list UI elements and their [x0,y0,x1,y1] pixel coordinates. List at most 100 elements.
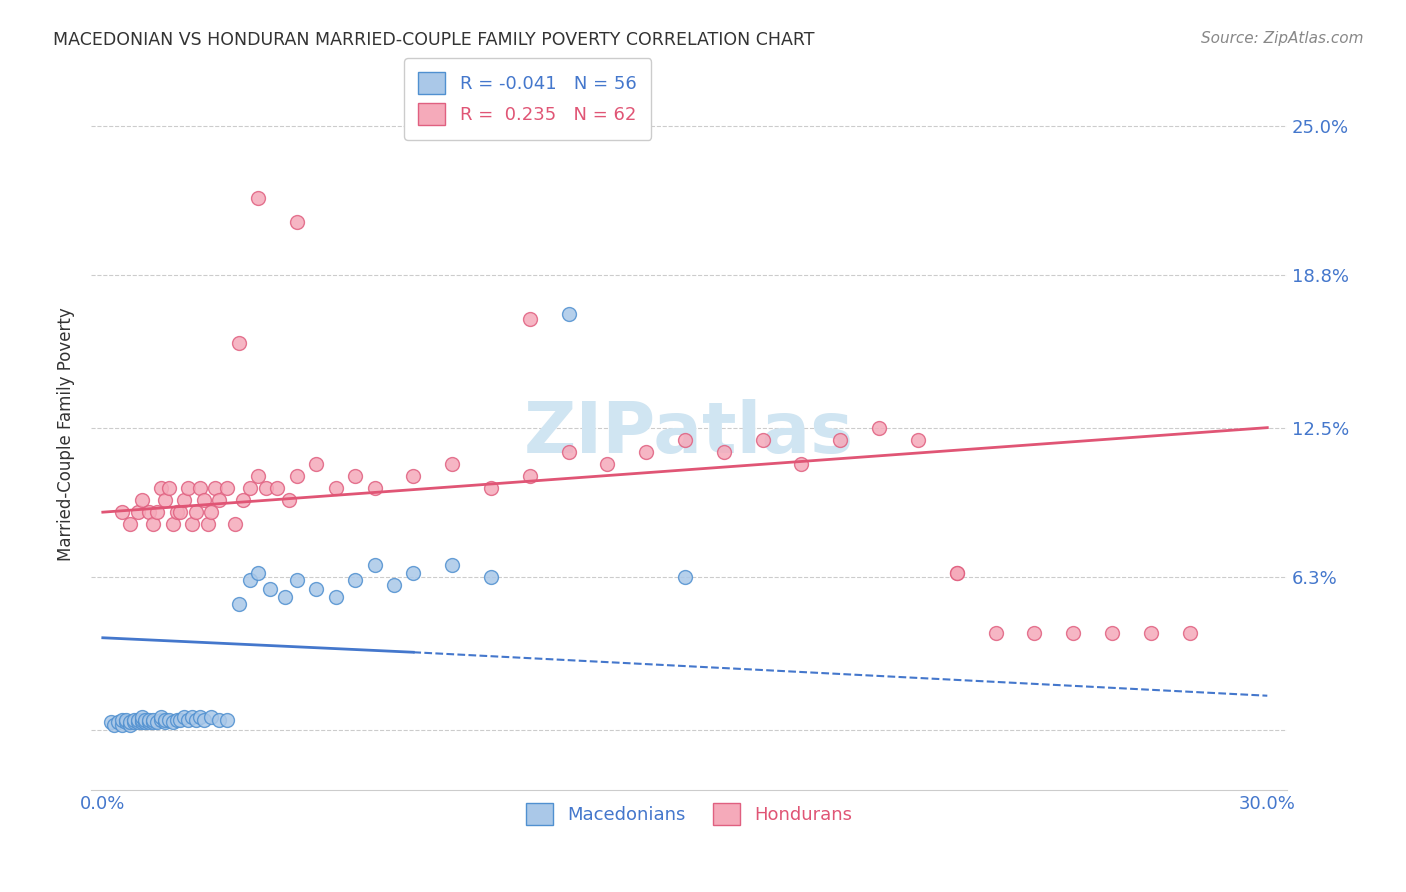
Point [138,715,160,730]
Point [713,444,735,458]
Point [751,433,773,447]
Text: Source: ZipAtlas.com: Source: ZipAtlas.com [1201,31,1364,46]
Point [200,710,222,724]
Point [157,713,180,727]
Point [181,517,204,532]
Point [142,517,165,532]
Point [868,420,890,434]
Point [166,505,188,519]
Point [118,717,141,731]
Point [131,710,153,724]
Point [402,566,425,580]
Point [228,597,250,611]
Point [142,715,165,730]
Point [184,505,207,519]
Point [945,566,967,580]
Point [134,715,156,730]
Point [344,469,367,483]
Point [1024,626,1046,640]
Point [215,713,238,727]
Point [204,481,226,495]
Point [305,582,328,597]
Point [118,715,141,730]
Point [441,558,464,573]
Point [138,505,160,519]
Point [107,715,129,730]
Point [305,457,328,471]
Text: MACEDONIAN VS HONDURAN MARRIED-COUPLE FAMILY POVERTY CORRELATION CHART: MACEDONIAN VS HONDURAN MARRIED-COUPLE FA… [53,31,815,49]
Point [247,566,270,580]
Point [285,215,308,229]
Point [208,493,231,508]
Point [285,573,308,587]
Point [673,433,696,447]
Point [984,626,1007,640]
Point [122,715,145,730]
Point [173,710,195,724]
Point [166,713,188,727]
Point [907,433,929,447]
Point [131,713,153,727]
Point [193,713,215,727]
Point [100,715,122,730]
Point [402,469,425,483]
Point [118,517,141,532]
Point [162,517,184,532]
Point [239,573,262,587]
Point [122,713,145,727]
Point [1140,626,1163,640]
Point [259,582,281,597]
Point [285,469,308,483]
Point [790,457,813,471]
Point [519,469,541,483]
Point [115,715,138,730]
Point [162,715,184,730]
Point [150,481,173,495]
Point [325,590,347,604]
Point [596,457,619,471]
Point [247,191,270,205]
Point [200,505,222,519]
Point [215,481,238,495]
Point [181,710,204,724]
Point [363,481,385,495]
Point [228,336,250,351]
Point [177,713,200,727]
Point [111,717,134,731]
Point [111,713,134,727]
Point [274,590,297,604]
Point [169,505,191,519]
Point [479,481,502,495]
Point [232,493,254,508]
Point [142,713,165,727]
Point [519,312,541,326]
Legend: Macedonians, Hondurans: Macedonians, Hondurans [516,794,862,834]
Point [673,570,696,584]
Point [479,570,502,584]
Point [830,433,852,447]
Point [254,481,277,495]
Point [197,517,219,532]
Point [239,481,262,495]
Point [1101,626,1123,640]
Point [184,713,207,727]
Text: ZIPatlas: ZIPatlas [524,400,853,468]
Point [131,715,153,730]
Point [153,715,176,730]
Point [945,566,967,580]
Point [224,517,246,532]
Point [344,573,367,587]
Point [111,505,134,519]
Point [278,493,301,508]
Point [266,481,288,495]
Point [169,713,191,727]
Point [557,444,579,458]
Point [1062,626,1084,640]
Point [188,481,211,495]
Point [208,713,231,727]
Point [325,481,347,495]
Point [1178,626,1201,640]
Point [134,713,156,727]
Point [153,493,176,508]
Point [103,717,125,731]
